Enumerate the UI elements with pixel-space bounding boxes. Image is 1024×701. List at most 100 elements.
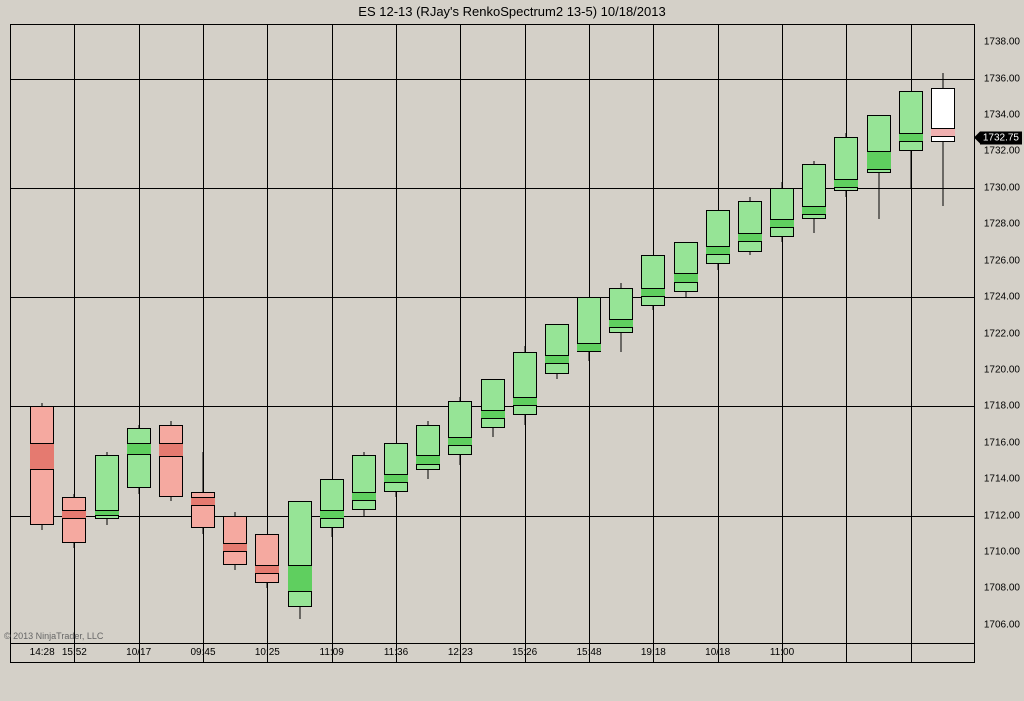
chart-title: ES 12-13 (RJay's RenkoSpectrum2 13-5) 10… bbox=[0, 0, 1024, 19]
candle-inner-mark bbox=[95, 510, 119, 515]
candle bbox=[802, 24, 826, 643]
y-tick-label: 1730.00 bbox=[984, 182, 1020, 193]
y-tick-label: 1716.00 bbox=[984, 437, 1020, 448]
candle bbox=[545, 24, 569, 643]
candle-body bbox=[255, 534, 279, 583]
x-tick-label: 15:52 bbox=[62, 647, 87, 658]
candle-inner-mark bbox=[738, 233, 762, 242]
candle bbox=[609, 24, 633, 643]
candle-body bbox=[545, 324, 569, 373]
candle-inner-mark bbox=[127, 443, 151, 456]
x-tick-label: 15:26 bbox=[512, 647, 537, 658]
candle-body bbox=[127, 428, 151, 488]
y-tick-label: 1728.00 bbox=[984, 219, 1020, 230]
candle-inner-mark bbox=[30, 443, 54, 470]
y-tick-label: 1720.00 bbox=[984, 364, 1020, 375]
x-tick-label: 19:18 bbox=[641, 647, 666, 658]
candle-inner-mark bbox=[255, 565, 279, 574]
candle bbox=[288, 24, 312, 643]
candle-inner-mark bbox=[609, 319, 633, 328]
y-tick-label: 1708.00 bbox=[984, 583, 1020, 594]
candle-body bbox=[674, 242, 698, 291]
candle bbox=[899, 24, 923, 643]
candle-inner-mark bbox=[899, 133, 923, 142]
candle-body bbox=[223, 516, 247, 565]
y-tick-label: 1736.00 bbox=[984, 73, 1020, 84]
candle bbox=[674, 24, 698, 643]
y-tick-label: 1718.00 bbox=[984, 401, 1020, 412]
candle-inner-mark bbox=[384, 474, 408, 483]
candle-inner-mark bbox=[191, 497, 215, 506]
candle-inner-mark bbox=[545, 355, 569, 364]
candle bbox=[706, 24, 730, 643]
candle-body bbox=[899, 91, 923, 151]
y-tick-label: 1724.00 bbox=[984, 292, 1020, 303]
candle-inner-mark bbox=[641, 288, 665, 297]
candle-body bbox=[706, 210, 730, 265]
candle-inner-mark bbox=[62, 510, 86, 519]
candle-body bbox=[641, 255, 665, 306]
y-tick-label: 1734.00 bbox=[984, 110, 1020, 121]
candle bbox=[384, 24, 408, 643]
candle-inner-mark bbox=[448, 437, 472, 446]
candle-inner-mark bbox=[867, 151, 891, 169]
candle bbox=[834, 24, 858, 643]
candle-body bbox=[352, 455, 376, 510]
candle bbox=[320, 24, 344, 643]
candle-inner-mark bbox=[931, 128, 955, 137]
candle-body bbox=[320, 479, 344, 528]
candle bbox=[448, 24, 472, 643]
candle-body bbox=[62, 497, 86, 543]
candle bbox=[30, 24, 54, 643]
candle-inner-mark bbox=[416, 455, 440, 464]
candle-inner-mark bbox=[159, 443, 183, 458]
candle bbox=[738, 24, 762, 643]
x-tick-label: 10/17 bbox=[126, 647, 151, 658]
candle-inner-mark bbox=[834, 179, 858, 188]
candle bbox=[577, 24, 601, 643]
candle bbox=[867, 24, 891, 643]
candle-body bbox=[481, 379, 505, 428]
candle-body bbox=[159, 425, 183, 498]
candle bbox=[191, 24, 215, 643]
candle bbox=[513, 24, 537, 643]
x-tick-label: 11:09 bbox=[320, 647, 344, 658]
candle-inner-mark bbox=[320, 510, 344, 519]
y-tick-label: 1706.00 bbox=[984, 619, 1020, 630]
candle bbox=[931, 24, 955, 643]
x-tick-label: 09:45 bbox=[190, 647, 215, 658]
candle-inner-mark bbox=[802, 206, 826, 215]
candle-body bbox=[448, 401, 472, 456]
x-tick-label: 12:23 bbox=[448, 647, 473, 658]
candle bbox=[481, 24, 505, 643]
current-price-flag: 1732.75 bbox=[980, 131, 1022, 144]
candle-inner-mark bbox=[706, 246, 730, 255]
candle-inner-mark bbox=[352, 492, 376, 501]
copyright-label: © 2013 NinjaTrader, LLC bbox=[4, 631, 103, 641]
candle-inner-mark bbox=[513, 397, 537, 406]
candle bbox=[127, 24, 151, 643]
candle bbox=[641, 24, 665, 643]
candle-inner-mark bbox=[223, 543, 247, 552]
candle-inner-mark bbox=[577, 343, 601, 352]
y-tick-label: 1738.00 bbox=[984, 37, 1020, 48]
candle-body bbox=[384, 443, 408, 492]
candle bbox=[223, 24, 247, 643]
x-tick-label: 10/18 bbox=[705, 647, 730, 658]
x-tick-label: 15:48 bbox=[576, 647, 601, 658]
x-tick-label: 14:28 bbox=[30, 647, 55, 658]
candle-inner-mark bbox=[481, 410, 505, 419]
candle bbox=[352, 24, 376, 643]
candle-inner-mark bbox=[770, 219, 794, 228]
y-tick-label: 1712.00 bbox=[984, 510, 1020, 521]
candle bbox=[95, 24, 119, 643]
candle bbox=[255, 24, 279, 643]
candle bbox=[62, 24, 86, 643]
y-tick-label: 1726.00 bbox=[984, 255, 1020, 266]
x-tick-label: 11:00 bbox=[770, 647, 794, 658]
x-tick-label: 10:25 bbox=[255, 647, 280, 658]
candle-inner-mark bbox=[288, 565, 312, 592]
y-tick-label: 1732.00 bbox=[984, 146, 1020, 157]
candle bbox=[416, 24, 440, 643]
candle-inner-mark bbox=[674, 273, 698, 282]
